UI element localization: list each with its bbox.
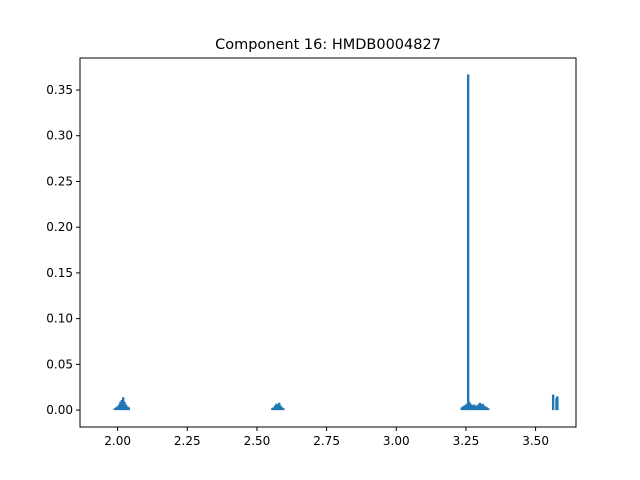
bar [119, 401, 122, 411]
bar [282, 408, 285, 411]
bar [276, 404, 280, 411]
y-tick-label: 0.00 [46, 403, 73, 417]
y-axis: 0.00 0.05 0.10 0.15 0.20 0.25 0.30 0.35 [46, 83, 80, 417]
bar [460, 407, 463, 411]
axes-background [80, 58, 576, 427]
x-axis: 2.00 2.25 2.50 2.75 3.00 3.25 3.50 [104, 427, 549, 448]
axes-frame [79, 57, 577, 428]
bar [556, 396, 559, 411]
bar [477, 404, 480, 411]
y-tick-label: 0.15 [46, 266, 73, 280]
bars-group [113, 74, 559, 411]
x-tick-label: 3.50 [522, 434, 549, 448]
x-tick-label: 2.50 [244, 434, 271, 448]
bar [279, 405, 282, 411]
bar [116, 406, 119, 411]
bar [485, 407, 489, 411]
bar [470, 404, 473, 411]
bar [280, 407, 284, 411]
x-tick-label: 3.25 [453, 434, 480, 448]
y-tick-label: 0.35 [46, 83, 73, 97]
bar [275, 403, 278, 411]
bar [113, 408, 117, 411]
bar [123, 401, 126, 411]
x-tick-label: 2.75 [313, 434, 340, 448]
bar [480, 404, 483, 411]
bar [273, 405, 277, 411]
bar [120, 400, 123, 411]
bar [475, 405, 479, 411]
bar [121, 397, 125, 411]
bar [466, 74, 470, 411]
bar [117, 404, 121, 411]
bar [482, 405, 486, 411]
bar [463, 405, 466, 411]
bar [115, 407, 118, 411]
bar [481, 403, 484, 411]
bar [272, 407, 275, 411]
bar [271, 408, 274, 411]
bar [474, 406, 477, 411]
bar [473, 404, 476, 411]
bar [278, 402, 281, 411]
y-tick-label: 0.20 [46, 220, 73, 234]
x-tick-label: 2.25 [174, 434, 201, 448]
bar [487, 408, 490, 411]
x-tick-label: 3.00 [383, 434, 410, 448]
y-tick-label: 0.25 [46, 174, 73, 188]
chart-title: Component 16: HMDB0004827 [215, 37, 441, 53]
y-tick-label: 0.30 [46, 129, 73, 143]
y-tick-label: 0.10 [46, 312, 73, 326]
x-tick-label: 2.00 [104, 434, 131, 448]
bar [551, 394, 555, 411]
y-tick-label: 0.05 [46, 357, 73, 371]
bar [127, 407, 130, 411]
bar [478, 402, 482, 411]
plot-area [79, 57, 577, 428]
bar [124, 404, 128, 411]
bar [471, 405, 475, 411]
bar [484, 406, 487, 411]
bar [468, 403, 472, 411]
bar [464, 404, 468, 411]
bar [461, 406, 465, 411]
bar [126, 406, 129, 411]
